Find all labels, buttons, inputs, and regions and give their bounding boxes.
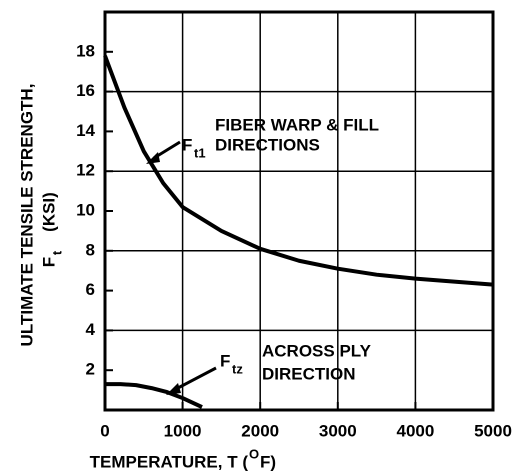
annotation-symbol: F (220, 351, 230, 370)
y-tick-label: 2 (86, 360, 95, 379)
y-axis-label-symbol: F (39, 257, 58, 267)
y-tick-label: 4 (86, 320, 96, 339)
x-tick-label: 3000 (319, 421, 357, 440)
x-axis-label: TEMPERATURE, T ( (90, 452, 249, 471)
x-tick-label: 1000 (164, 421, 202, 440)
annotation: DIRECTION (262, 364, 356, 383)
y-axis-label-unit: (KSI) (39, 192, 58, 232)
x-axis-label-superscript: O (249, 446, 259, 461)
annotation: ACROSS PLY (262, 341, 372, 360)
y-tick-label: 14 (76, 121, 95, 140)
x-axis-label-unit: F) (260, 452, 276, 471)
annotation-symbol: F (182, 135, 192, 154)
x-tick-label: 5000 (474, 421, 512, 440)
data-line (103, 55, 494, 287)
data-line (105, 382, 203, 409)
y-axis-label: ULTIMATE TENSILE STRENGTH, (17, 84, 36, 347)
y-tick-label: 10 (76, 200, 95, 219)
y-tick-label: 8 (86, 240, 95, 259)
y-tick-label: 12 (76, 161, 95, 180)
y-tick-label: 18 (76, 41, 95, 60)
x-tick-label: 4000 (396, 421, 434, 440)
y-tick-label: 6 (86, 280, 95, 299)
annotation-subscript: t1 (194, 145, 206, 160)
annotation-subscript: tz (232, 361, 243, 376)
annotation: DIRECTIONS (215, 135, 320, 154)
y-axis-label-subscript: t (49, 250, 64, 255)
x-tick-label: 0 (100, 421, 109, 440)
y-tick-label: 16 (76, 81, 95, 100)
x-tick-label: 2000 (241, 421, 279, 440)
annotation: FIBER WARP & FILL (215, 115, 379, 134)
